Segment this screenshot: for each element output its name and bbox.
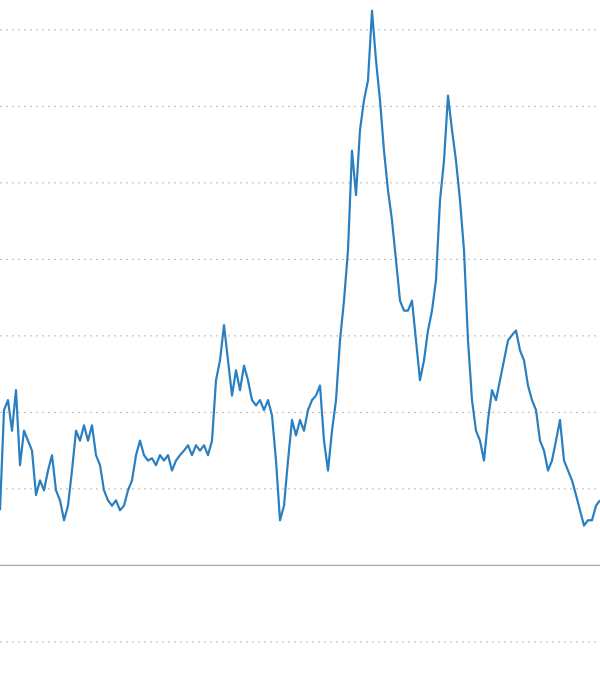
data-line <box>0 9 600 527</box>
